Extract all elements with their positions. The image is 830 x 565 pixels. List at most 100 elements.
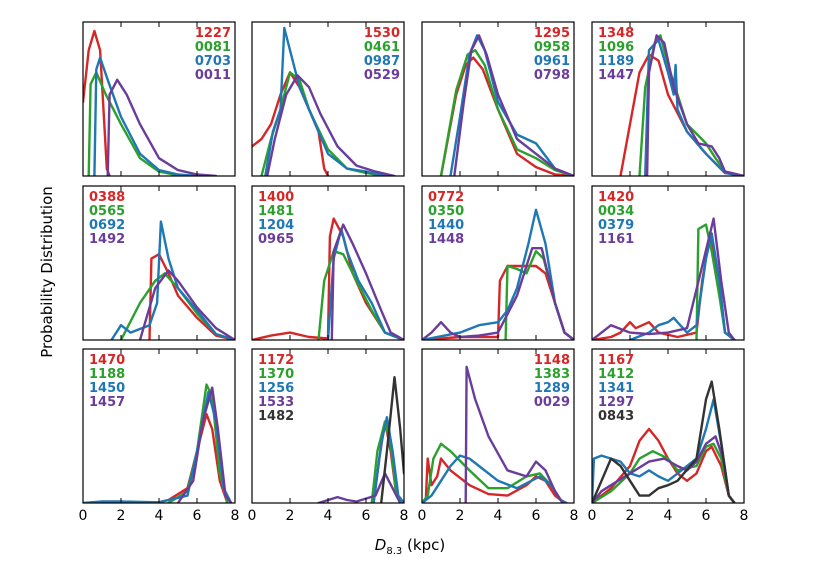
series-line-1447: [645, 34, 744, 176]
legend-entry-1481: 1481: [258, 204, 294, 219]
x-tick-label: 8: [231, 508, 240, 524]
x-tick-label: 6: [362, 508, 371, 524]
series-line-1457: [176, 386, 233, 503]
x-tick-label: 6: [702, 508, 711, 524]
series-line-1161: [592, 217, 736, 340]
panel-curves: [592, 217, 736, 340]
legend-entry-0565: 0565: [89, 204, 125, 219]
legend-entry-1341: 1341: [598, 381, 634, 396]
legend-entry-0692: 0692: [89, 218, 125, 233]
legend-entry-1492: 1492: [89, 232, 125, 247]
series-line-0692: [110, 220, 235, 340]
legend-entry-1189: 1189: [598, 54, 634, 69]
legend-entry-1167: 1167: [598, 353, 634, 368]
x-axis-label-subscript: 8.3: [386, 546, 402, 557]
legend-entry-1297: 1297: [598, 395, 634, 410]
legend-entry-0461: 0461: [364, 40, 400, 55]
legend-entry-1440: 1440: [428, 218, 464, 233]
series-line-1204: [326, 227, 404, 340]
x-tick-label: 2: [626, 508, 635, 524]
x-tick-label: 4: [155, 508, 164, 524]
legend-entry-0703: 0703: [195, 54, 231, 69]
legend-entry-0987: 0987: [364, 54, 400, 69]
panel-grid: 1227008107030011153004610987052912950958…: [79, 21, 749, 524]
legend-entry-1289: 1289: [534, 381, 570, 396]
legend-entry-1447: 1447: [598, 68, 634, 83]
legend-entry-0388: 0388: [89, 190, 125, 205]
panel-curves: [110, 220, 235, 340]
legend-entry-1482: 1482: [258, 409, 294, 424]
y-axis-label: Probability Distribution: [38, 186, 56, 358]
series-line-0987: [264, 26, 387, 176]
panel-curves: [439, 34, 574, 176]
panel-curves: [619, 34, 744, 176]
x-tick-label: 0: [418, 508, 427, 524]
x-tick-label: 4: [664, 508, 673, 524]
x-tick-label: 8: [400, 508, 409, 524]
series-line-1482: [380, 376, 404, 503]
x-tick-label: 8: [570, 508, 579, 524]
x-tick-label: 0: [248, 508, 257, 524]
series-line-1148: [422, 457, 566, 503]
legend-entry-0958: 0958: [534, 40, 570, 55]
panel-curves: [592, 380, 736, 503]
legend-entry-0529: 0529: [364, 68, 400, 83]
legend-entry-1420: 1420: [598, 190, 634, 205]
panel-curves: [317, 376, 404, 503]
x-axis-label: D8.3 (kpc): [375, 536, 445, 557]
panel-curves: [83, 29, 218, 176]
x-tick-label: 0: [79, 508, 88, 524]
legend-entry-1204: 1204: [258, 218, 294, 233]
series-line-1448: [422, 247, 574, 340]
legend-entry-1448: 1448: [428, 232, 464, 247]
panel-curves: [252, 217, 404, 340]
x-tick-label: 2: [456, 508, 465, 524]
x-axis-label-unit: (kpc): [402, 536, 445, 554]
x-tick-label: 0: [588, 508, 597, 524]
x-axis-label-symbol: D: [375, 536, 387, 554]
legend-entry-1400: 1400: [258, 190, 294, 205]
series-line-1189: [644, 38, 744, 176]
legend-entry-0081: 0081: [195, 40, 231, 55]
series-line-0958: [439, 49, 574, 176]
series-line-1096: [638, 34, 744, 176]
series-line-0961: [449, 34, 574, 176]
series-line-0798: [453, 34, 574, 176]
panel-curves: [422, 208, 574, 340]
legend-entry-0011: 0011: [195, 68, 231, 83]
panel-curves: [422, 365, 568, 503]
legend-entry-0843: 0843: [598, 409, 634, 424]
legend-entry-1188: 1188: [89, 367, 125, 382]
series-line-1289: [422, 454, 568, 503]
legend-entry-1412: 1412: [598, 367, 634, 382]
series-line-1297: [592, 435, 736, 503]
series-line-0843: [592, 380, 736, 503]
legend-entry-0034: 0034: [598, 204, 634, 219]
legend-entry-1450: 1450: [89, 381, 125, 396]
x-tick-label: 2: [117, 508, 126, 524]
x-tick-label: 8: [740, 508, 749, 524]
series-line-0379: [628, 232, 736, 340]
series-line-1348: [619, 53, 744, 176]
series-line-0965: [330, 223, 404, 340]
legend-entry-1383: 1383: [534, 367, 570, 382]
series-line-0703: [93, 56, 199, 176]
legend-entry-1295: 1295: [534, 26, 570, 41]
series-line-0529: [266, 74, 396, 176]
legend-entry-1096: 1096: [598, 40, 634, 55]
panel-curves: [83, 383, 233, 503]
legend-entry-1470: 1470: [89, 353, 125, 368]
series-line-1295: [439, 56, 574, 176]
legend-entry-0798: 0798: [534, 68, 570, 83]
legend-entry-1457: 1457: [89, 395, 125, 410]
x-tick-label: 2: [286, 508, 295, 524]
legend-entry-0029: 0029: [534, 395, 570, 410]
